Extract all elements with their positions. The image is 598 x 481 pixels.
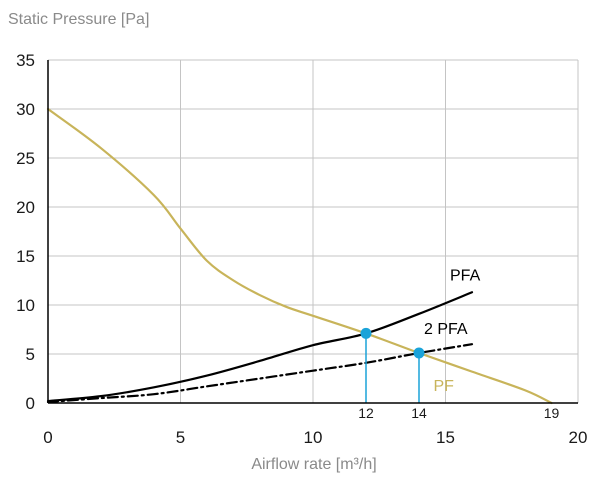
- operating-point-12: [360, 327, 372, 339]
- x-tick-label-5: 5: [176, 428, 185, 447]
- series-line-2-pfa: [46, 343, 474, 404]
- y-tick-label-10: 10: [16, 296, 35, 315]
- x-tick-label-0: 0: [43, 428, 52, 447]
- series-label-pf: PF: [434, 378, 455, 395]
- y-tick-label-25: 25: [16, 149, 35, 168]
- y-axis-label: Static Pressure [Pa]: [8, 11, 149, 28]
- extra-tick-label-19: 19: [544, 405, 560, 421]
- x-axis-label: Airflow rate [m³/h]: [251, 456, 376, 473]
- x-tick-label-10: 10: [304, 428, 323, 447]
- marker-tick-label-14: 14: [411, 405, 427, 421]
- series-line-pf: [46, 107, 553, 405]
- axis-frame: [47, 59, 579, 404]
- series-label-pfa: PFA: [450, 267, 481, 284]
- series-labels: PF PFA 2 PFA: [424, 267, 481, 395]
- series-label-2-pfa: 2 PFA: [424, 321, 468, 338]
- operating-points: [360, 327, 425, 403]
- series-layer: [46, 107, 553, 405]
- marker-tick-label-12: 12: [358, 405, 374, 421]
- series-line-pfa: [46, 291, 474, 403]
- y-tick-label-20: 20: [16, 198, 35, 217]
- grid: [48, 60, 578, 403]
- y-tick-label-15: 15: [16, 247, 35, 266]
- x-tick-label-20: 20: [569, 428, 588, 447]
- y-tick-label-30: 30: [16, 100, 35, 119]
- y-tick-label-0: 0: [26, 394, 35, 413]
- x-tick-label-15: 15: [436, 428, 455, 447]
- operating-point-14: [413, 347, 425, 359]
- y-tick-label-5: 5: [26, 345, 35, 364]
- y-tick-label-35: 35: [16, 51, 35, 70]
- tick-labels: 0 5 10 15 20 25 30 35 0 5 10 15 20 12 14 19: [16, 51, 587, 447]
